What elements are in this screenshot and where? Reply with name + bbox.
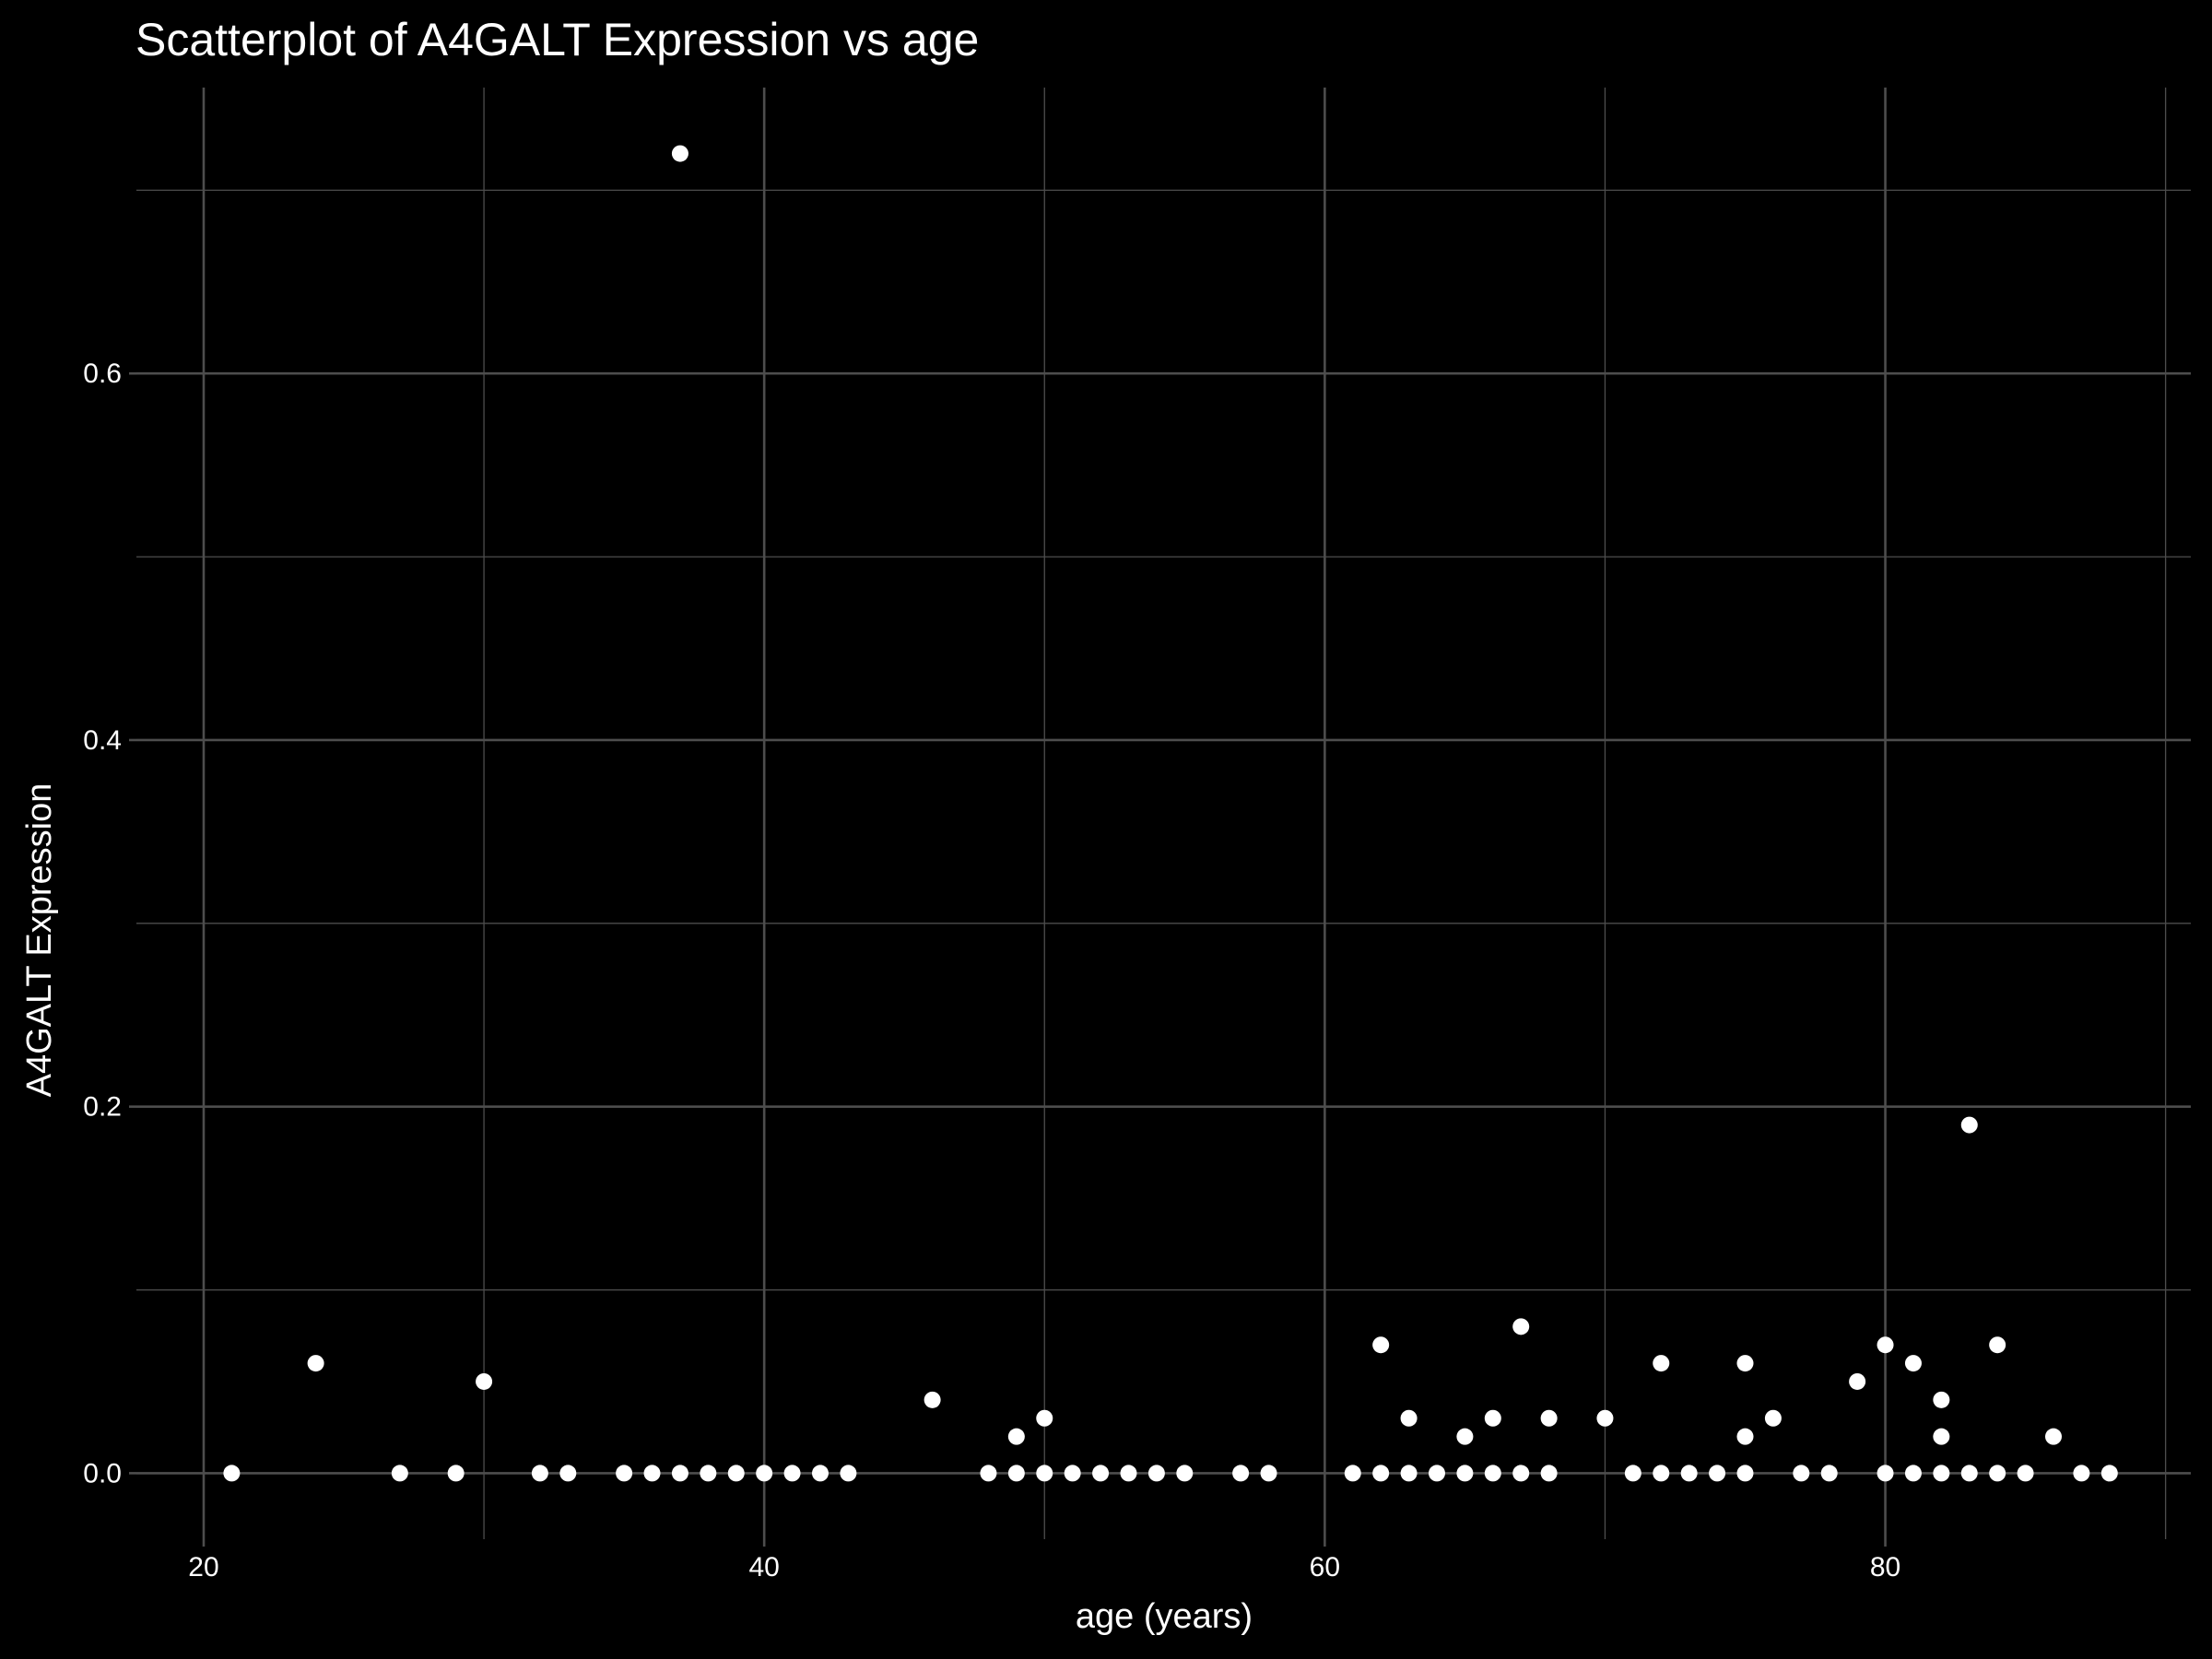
data-point	[727, 1465, 745, 1482]
data-point	[1456, 1428, 1474, 1445]
data-point	[1400, 1465, 1418, 1482]
data-point	[840, 1465, 857, 1482]
data-point	[1260, 1465, 1277, 1482]
data-point	[1007, 1428, 1025, 1445]
data-point	[476, 1372, 493, 1390]
y-tick-label: 0.0	[83, 1458, 122, 1488]
chart-title: Scatterplot of A4GALT Expression vs age	[135, 14, 980, 65]
data-point	[1344, 1465, 1361, 1482]
data-point	[1736, 1465, 1754, 1482]
data-point	[1400, 1409, 1418, 1427]
data-point	[559, 1465, 577, 1482]
data-point	[1036, 1409, 1053, 1427]
data-point	[531, 1465, 548, 1482]
data-point	[1793, 1465, 1810, 1482]
data-point	[1933, 1391, 1950, 1408]
data-point	[671, 1465, 688, 1482]
data-point	[1036, 1465, 1053, 1482]
data-point	[1512, 1318, 1530, 1335]
data-point	[616, 1465, 633, 1482]
data-point	[1540, 1409, 1558, 1427]
data-point	[1764, 1409, 1782, 1427]
data-point	[391, 1465, 408, 1482]
y-axis-title: A4GALT Expression	[20, 783, 59, 1098]
data-point	[2044, 1428, 2062, 1445]
data-point	[1933, 1428, 1950, 1445]
data-point	[811, 1465, 829, 1482]
data-point	[1653, 1355, 1670, 1372]
data-point	[1484, 1409, 1501, 1427]
data-point	[1064, 1465, 1081, 1482]
data-point	[1653, 1465, 1670, 1482]
data-point	[1904, 1465, 1922, 1482]
data-point	[307, 1355, 324, 1372]
data-point	[924, 1391, 941, 1408]
data-point	[2017, 1465, 2034, 1482]
data-point	[447, 1465, 465, 1482]
data-point	[1680, 1465, 1698, 1482]
data-point	[1092, 1465, 1110, 1482]
data-point	[1877, 1336, 1894, 1354]
data-point	[1820, 1465, 1838, 1482]
data-point	[1596, 1409, 1614, 1427]
x-tick-label: 40	[748, 1552, 779, 1583]
data-point	[1007, 1465, 1025, 1482]
data-point	[1989, 1465, 2006, 1482]
data-point	[1849, 1372, 1866, 1390]
data-point	[1736, 1355, 1754, 1372]
tick-marks	[129, 371, 1887, 1547]
data-point	[1484, 1465, 1501, 1482]
data-point	[671, 145, 688, 162]
data-point	[1624, 1465, 1641, 1482]
tick-labels: 20 40 60 80 0.0 0.2 0.4 0.6	[83, 359, 1900, 1583]
data-point	[1372, 1336, 1390, 1354]
data-point	[223, 1465, 241, 1482]
data-point	[1232, 1465, 1250, 1482]
x-tick-label: 80	[1870, 1552, 1900, 1583]
x-axis-title: age (years)	[1076, 1597, 1253, 1636]
data-point	[1372, 1465, 1390, 1482]
data-point	[2073, 1465, 2090, 1482]
x-tick-label: 60	[1310, 1552, 1340, 1583]
data-point	[1960, 1465, 1978, 1482]
data-point	[700, 1465, 717, 1482]
x-tick-label: 20	[188, 1552, 218, 1583]
data-point	[1933, 1465, 1950, 1482]
data-point	[2100, 1465, 2118, 1482]
data-point	[1512, 1465, 1530, 1482]
data-point	[980, 1465, 997, 1482]
data-point	[1120, 1465, 1137, 1482]
data-point	[1989, 1336, 2006, 1354]
y-tick-label: 0.2	[83, 1092, 122, 1123]
data-point	[1176, 1465, 1194, 1482]
data-point	[643, 1465, 661, 1482]
data-point	[1540, 1465, 1558, 1482]
data-point	[1147, 1465, 1165, 1482]
grid-lines	[136, 88, 2191, 1539]
y-tick-label: 0.6	[83, 359, 122, 389]
data-point	[1428, 1465, 1445, 1482]
data-point	[1456, 1465, 1474, 1482]
data-point	[756, 1465, 773, 1482]
data-point	[1709, 1465, 1726, 1482]
data-point	[1877, 1465, 1894, 1482]
data-point	[1736, 1428, 1754, 1445]
data-point	[1960, 1116, 1978, 1134]
data-point	[783, 1465, 801, 1482]
data-points	[223, 145, 2118, 1482]
data-point	[1904, 1355, 1922, 1372]
y-tick-label: 0.4	[83, 725, 122, 756]
